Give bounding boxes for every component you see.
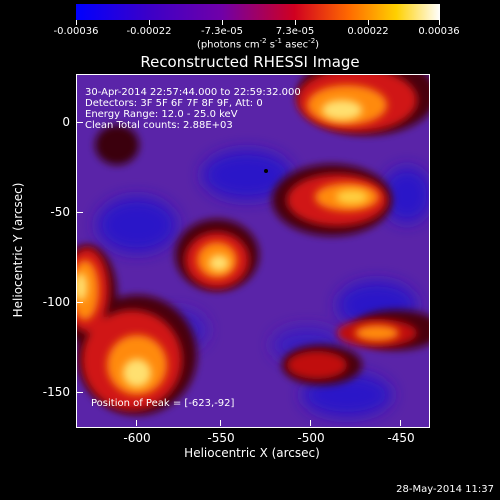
y-tick-label: -150 (42, 385, 70, 399)
annotation-peak-position: Position of Peak = [-623,-92] (91, 398, 235, 409)
colorbar-label: -7.3e-05 (201, 26, 243, 37)
y-axis-label: Heliocentric Y (arcsec) (11, 182, 25, 318)
y-tickmark (77, 392, 83, 393)
y-tick-label: -100 (42, 295, 70, 309)
colorbar-tick (295, 20, 296, 25)
colorbar-tick (149, 20, 150, 25)
x-tick-label: -600 (123, 431, 151, 445)
x-tick-label: -500 (297, 431, 325, 445)
y-tickmark (77, 302, 83, 303)
x-tickmark (136, 420, 137, 426)
annotation-clean-counts: Clean Total counts: 2.88E+03 (85, 120, 233, 131)
colorbar-units: (photons cm-2 s-1 asec-2) (196, 37, 320, 51)
colorbar (76, 4, 440, 20)
x-tickmark (220, 420, 221, 426)
image-plot-area: 30-Apr-2014 22:57:44.000 to 22:59:32.000… (76, 74, 430, 428)
colorbar-label: 7.3e-05 (275, 26, 315, 37)
colorbar-tick (222, 20, 223, 25)
reconstructed-image-map (77, 75, 429, 427)
y-tick-label: -50 (50, 205, 70, 219)
annotation-detectors: Detectors: 3F 5F 6F 7F 8F 9F, Att: 0 (85, 98, 263, 109)
colorbar-label: -0.00022 (126, 26, 172, 37)
colorbar-tick (76, 20, 77, 25)
peak-marker (264, 169, 268, 173)
y-tickmark (77, 212, 83, 213)
x-tick-label: -550 (207, 431, 235, 445)
x-tick-label: -450 (387, 431, 415, 445)
colorbar-tick (439, 20, 440, 25)
image-title: Reconstructed RHESSI Image (140, 53, 360, 71)
annotation-energy-range: Energy Range: 12.0 - 25.0 keV (85, 109, 238, 120)
x-tickmark (310, 420, 311, 426)
x-tickmark (400, 420, 401, 426)
colorbar-label: 0.00036 (418, 26, 460, 37)
colorbar-tick (368, 20, 369, 25)
annotation-time-range: 30-Apr-2014 22:57:44.000 to 22:59:32.000 (85, 87, 301, 98)
colorbar-label: 0.00022 (347, 26, 389, 37)
y-tickmark (77, 122, 83, 123)
x-axis-label: Heliocentric X (arcsec) (184, 446, 320, 460)
colorbar-label: -0.00036 (53, 26, 99, 37)
timestamp-footer: 28-May-2014 11:37 (396, 484, 494, 495)
y-tick-label: 0 (62, 115, 70, 129)
